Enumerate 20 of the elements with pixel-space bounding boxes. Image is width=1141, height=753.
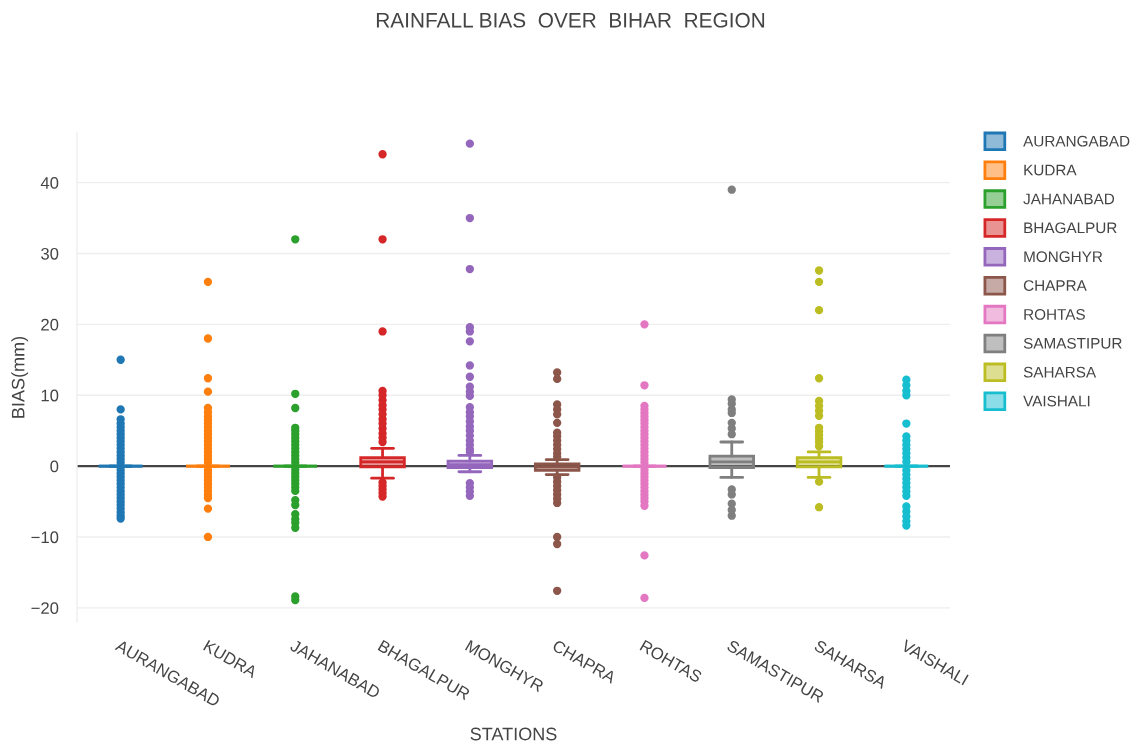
y-tick-label: 30 <box>41 247 59 260</box>
legend-label: SAHARSA <box>1023 366 1097 378</box>
legend-label: JAHANABAD <box>1023 193 1115 205</box>
x-axis-title: STATIONS <box>470 727 557 741</box>
legend-label: BHAGALPUR <box>1024 222 1117 234</box>
legend-label: KUDRA <box>1024 164 1077 176</box>
y-axis-title: BIAS(mm) <box>11 336 29 418</box>
y-tick-label: −10 <box>31 531 59 544</box>
y-tick-label: 20 <box>41 318 59 331</box>
legend-label: CHAPRA <box>1023 280 1087 291</box>
chart-title: RAINFALL BIAS OVER BIHAR REGION <box>376 12 765 28</box>
y-tick-label: 40 <box>40 177 59 189</box>
legend-label: SAMASTIPUR <box>1023 337 1122 349</box>
y-tick-label: 0 <box>50 460 59 473</box>
legend-label: VAISHALI <box>1023 395 1090 407</box>
y-tick-label: −20 <box>31 602 59 615</box>
y-tick-label: 10 <box>41 389 59 402</box>
legend-label: ROHTAS <box>1024 309 1085 320</box>
legend-label: AURANGABAD <box>1023 135 1130 147</box>
legend-label: MONGHYR <box>1024 251 1103 263</box>
